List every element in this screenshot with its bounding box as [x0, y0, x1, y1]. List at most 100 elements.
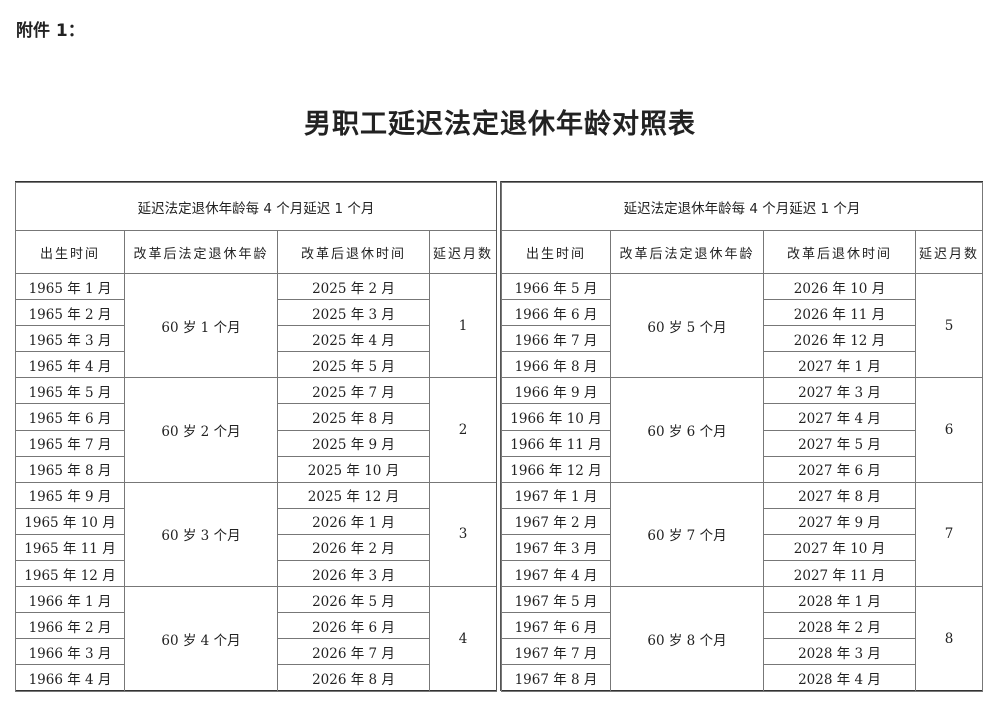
retirement-date-cell: 2026 年 10 月 [763, 272, 916, 301]
table-row: 1967 年 3 月 2027 年 10 月 [501, 533, 983, 562]
birth-date-cell: 1967 年 8 月 [501, 664, 611, 692]
birth-date-cell: 1966 年 3 月 [15, 638, 125, 666]
table-row: 1965 年 10 月 2026 年 1 月 [15, 507, 497, 535]
retirement-date-cell: 2028 年 1 月 [763, 586, 916, 614]
retirement-date-cell: 2026 年 8 月 [277, 664, 430, 692]
column-header: 改革后退休时间 [763, 230, 916, 274]
retirement-date-cell: 2025 年 12 月 [277, 481, 430, 509]
delay-months-cell: 8 [914, 586, 984, 692]
birth-date-cell: 1965 年 11 月 [15, 533, 125, 562]
table-heading-row: 延迟法定退休年龄每 4 个月延迟 1 个月 [14, 182, 498, 231]
column-header: 改革后法定退休年龄 [124, 230, 278, 274]
retirement-date-cell: 2026 年 3 月 [277, 560, 430, 588]
birth-date-cell: 1965 年 6 月 [15, 403, 125, 431]
delay-months-cell: 2 [428, 377, 498, 483]
birth-date-cell: 1966 年 1 月 [15, 586, 125, 614]
birth-date-cell: 1966 年 6 月 [501, 299, 611, 327]
retirement-date-cell: 2026 年 5 月 [277, 586, 430, 614]
retirement-date-cell: 2027 年 5 月 [763, 429, 916, 457]
retirement-date-cell: 2025 年 9 月 [277, 429, 430, 457]
birth-date-cell: 1965 年 5 月 [15, 377, 125, 405]
retirement-date-cell: 2025 年 8 月 [277, 403, 430, 431]
birth-date-cell: 1967 年 2 月 [501, 507, 611, 535]
table-row: 1966 年 8 月 2027 年 1 月 [501, 351, 983, 379]
page-title: 男职工延迟法定退休年龄对照表 [304, 109, 696, 140]
retirement-date-cell: 2025 年 3 月 [277, 299, 430, 327]
table-row: 1965 年 2 月 2025 年 3 月 [15, 299, 497, 327]
table-row: 1965 年 8 月 2025 年 10 月 [15, 455, 497, 483]
retirement-date-cell: 2025 年 10 月 [277, 455, 430, 483]
retirement-date-cell: 2026 年 2 月 [277, 533, 430, 562]
retirement-date-cell: 2027 年 11 月 [763, 560, 916, 588]
table-divider [496, 181, 501, 691]
birth-date-cell: 1965 年 12 月 [15, 560, 125, 588]
birth-date-cell: 1967 年 7 月 [501, 638, 611, 666]
table-row: 1967 年 7 月 2028 年 3 月 [501, 638, 983, 666]
birth-date-cell: 1965 年 2 月 [15, 299, 125, 327]
retirement-date-cell: 2027 年 8 月 [763, 481, 916, 509]
table-heading-row: 延迟法定退休年龄每 4 个月延迟 1 个月 [500, 182, 984, 231]
birth-date-cell: 1966 年 12 月 [501, 455, 611, 483]
birth-date-cell: 1967 年 1 月 [501, 481, 611, 509]
retirement-age-cell: 60 岁 5 个月 [610, 272, 764, 379]
birth-date-cell: 1965 年 4 月 [15, 351, 125, 379]
column-header: 改革后退休时间 [277, 230, 430, 274]
retirement-age-cell: 60 岁 4 个月 [124, 586, 278, 692]
birth-date-cell: 1966 年 2 月 [15, 612, 125, 640]
table-row: 1967 年 8 月 2028 年 4 月 [501, 664, 983, 692]
birth-date-cell: 1967 年 3 月 [501, 533, 611, 562]
table-row: 1965 年 3 月 2025 年 4 月 [15, 325, 497, 353]
table-right: 延迟法定退休年龄每 4 个月延迟 1 个月 出生时间 改革后法定退休年龄 改革后退休时… [500, 182, 984, 692]
retirement-date-cell: 2027 年 4 月 [763, 403, 916, 431]
retirement-date-cell: 2027 年 6 月 [763, 455, 916, 483]
table-row: 1966 年 11 月 2027 年 5 月 [501, 429, 983, 457]
birth-date-cell: 1965 年 7 月 [15, 429, 125, 457]
attachment-label: 附件 1： [16, 21, 85, 41]
retirement-date-cell: 2025 年 2 月 [277, 272, 430, 301]
table-row: 1966 年 2 月 2026 年 6 月 [15, 612, 497, 640]
table-row: 1967 年 2 月 2027 年 9 月 [501, 507, 983, 535]
birth-date-cell: 1967 年 5 月 [501, 586, 611, 614]
retirement-date-cell: 2026 年 6 月 [277, 612, 430, 640]
retirement-age-cell: 60 岁 1 个月 [124, 272, 278, 379]
birth-date-cell: 1966 年 10 月 [501, 403, 611, 431]
retirement-age-cell: 60 岁 7 个月 [610, 481, 764, 588]
table-heading: 延迟法定退休年龄每 4 个月延迟 1 个月 [500, 182, 984, 231]
birth-date-cell: 1965 年 3 月 [15, 325, 125, 353]
retirement-date-cell: 2026 年 7 月 [277, 638, 430, 666]
delay-months-cell: 6 [914, 377, 984, 483]
birth-date-cell: 1965 年 10 月 [15, 507, 125, 535]
delay-months-cell: 1 [428, 272, 498, 379]
retirement-age-table: 延迟法定退休年龄每 4 个月延迟 1 个月 出生时间 改革后法定退休年龄 改革后退休时… [14, 181, 984, 692]
delay-months-cell: 3 [428, 481, 498, 588]
birth-date-cell: 1966 年 5 月 [501, 272, 611, 301]
birth-date-cell: 1966 年 9 月 [501, 377, 611, 405]
birth-date-cell: 1965 年 1 月 [15, 272, 125, 301]
retirement-age-cell: 60 岁 2 个月 [124, 377, 278, 483]
retirement-age-cell: 60 岁 6 个月 [610, 377, 764, 483]
delay-months-cell: 7 [914, 481, 984, 588]
table-row: 1966 年 12 月 2027 年 6 月 [501, 455, 983, 483]
retirement-age-cell: 60 岁 8 个月 [610, 586, 764, 692]
column-header: 出生时间 [15, 230, 125, 274]
retirement-date-cell: 2028 年 2 月 [763, 612, 916, 640]
table-left: 延迟法定退休年龄每 4 个月延迟 1 个月 出生时间 改革后法定退休年龄 改革后退休时… [14, 182, 498, 692]
birth-date-cell: 1967 年 6 月 [501, 612, 611, 640]
birth-date-cell: 1966 年 11 月 [501, 429, 611, 457]
retirement-date-cell: 2027 年 1 月 [763, 351, 916, 379]
retirement-date-cell: 2026 年 12 月 [763, 325, 916, 353]
table-row: 1965 年 11 月 2026 年 2 月 [15, 533, 497, 562]
column-header: 出生时间 [501, 230, 611, 274]
retirement-date-cell: 2025 年 4 月 [277, 325, 430, 353]
birth-date-cell: 1966 年 8 月 [501, 351, 611, 379]
retirement-date-cell: 2028 年 4 月 [763, 664, 916, 692]
delay-months-cell: 5 [914, 272, 984, 379]
delay-months-cell: 4 [428, 586, 498, 692]
